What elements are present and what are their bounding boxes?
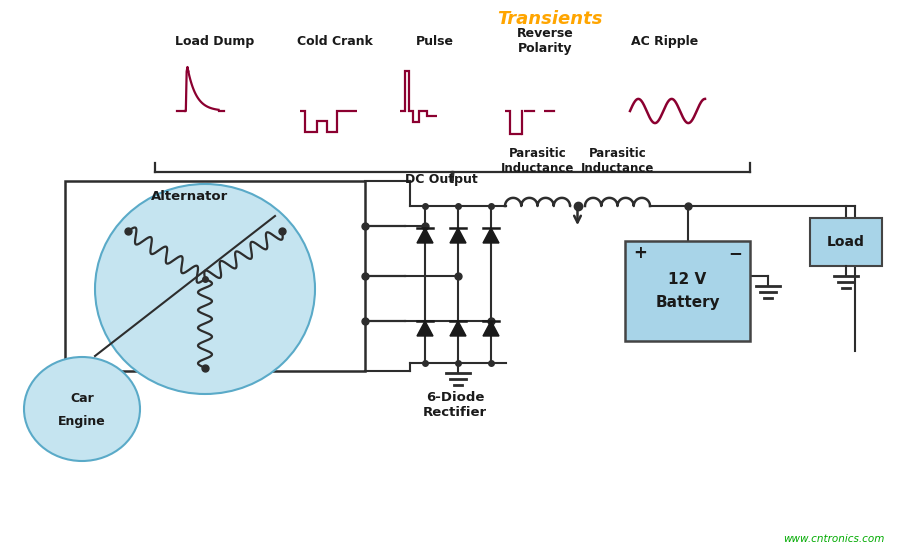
Text: 6-Diode
Rectifier: 6-Diode Rectifier	[423, 391, 487, 419]
Polygon shape	[483, 321, 499, 336]
Text: 12 V: 12 V	[669, 272, 707, 287]
Polygon shape	[450, 321, 466, 336]
Polygon shape	[450, 228, 466, 243]
Bar	[625, 241, 750, 341]
Polygon shape	[417, 228, 433, 243]
Text: www.cntronics.com: www.cntronics.com	[784, 534, 885, 544]
Text: Cold Crank: Cold Crank	[297, 35, 373, 47]
Bar	[65, 181, 365, 371]
Text: Parasitic
Inductance: Parasitic Inductance	[500, 147, 574, 175]
Ellipse shape	[24, 357, 140, 461]
Text: DC Output: DC Output	[405, 172, 478, 186]
Text: Car: Car	[70, 392, 94, 406]
Text: Pulse: Pulse	[416, 35, 454, 47]
Text: Transients: Transients	[497, 10, 603, 28]
Ellipse shape	[95, 184, 315, 394]
Text: AC Ripple: AC Ripple	[632, 35, 698, 47]
Bar	[810, 218, 882, 266]
Text: Engine: Engine	[58, 414, 106, 428]
Polygon shape	[483, 228, 499, 243]
Text: Reverse
Polarity: Reverse Polarity	[517, 27, 573, 55]
Text: Load Dump: Load Dump	[176, 35, 255, 47]
Text: Load: Load	[827, 235, 865, 249]
Text: Parasitic
Inductance: Parasitic Inductance	[580, 147, 654, 175]
Text: Battery: Battery	[655, 295, 720, 311]
Polygon shape	[417, 321, 433, 336]
Text: +: +	[633, 244, 647, 262]
Text: Alternator: Alternator	[151, 190, 229, 203]
Text: −: −	[728, 244, 742, 262]
